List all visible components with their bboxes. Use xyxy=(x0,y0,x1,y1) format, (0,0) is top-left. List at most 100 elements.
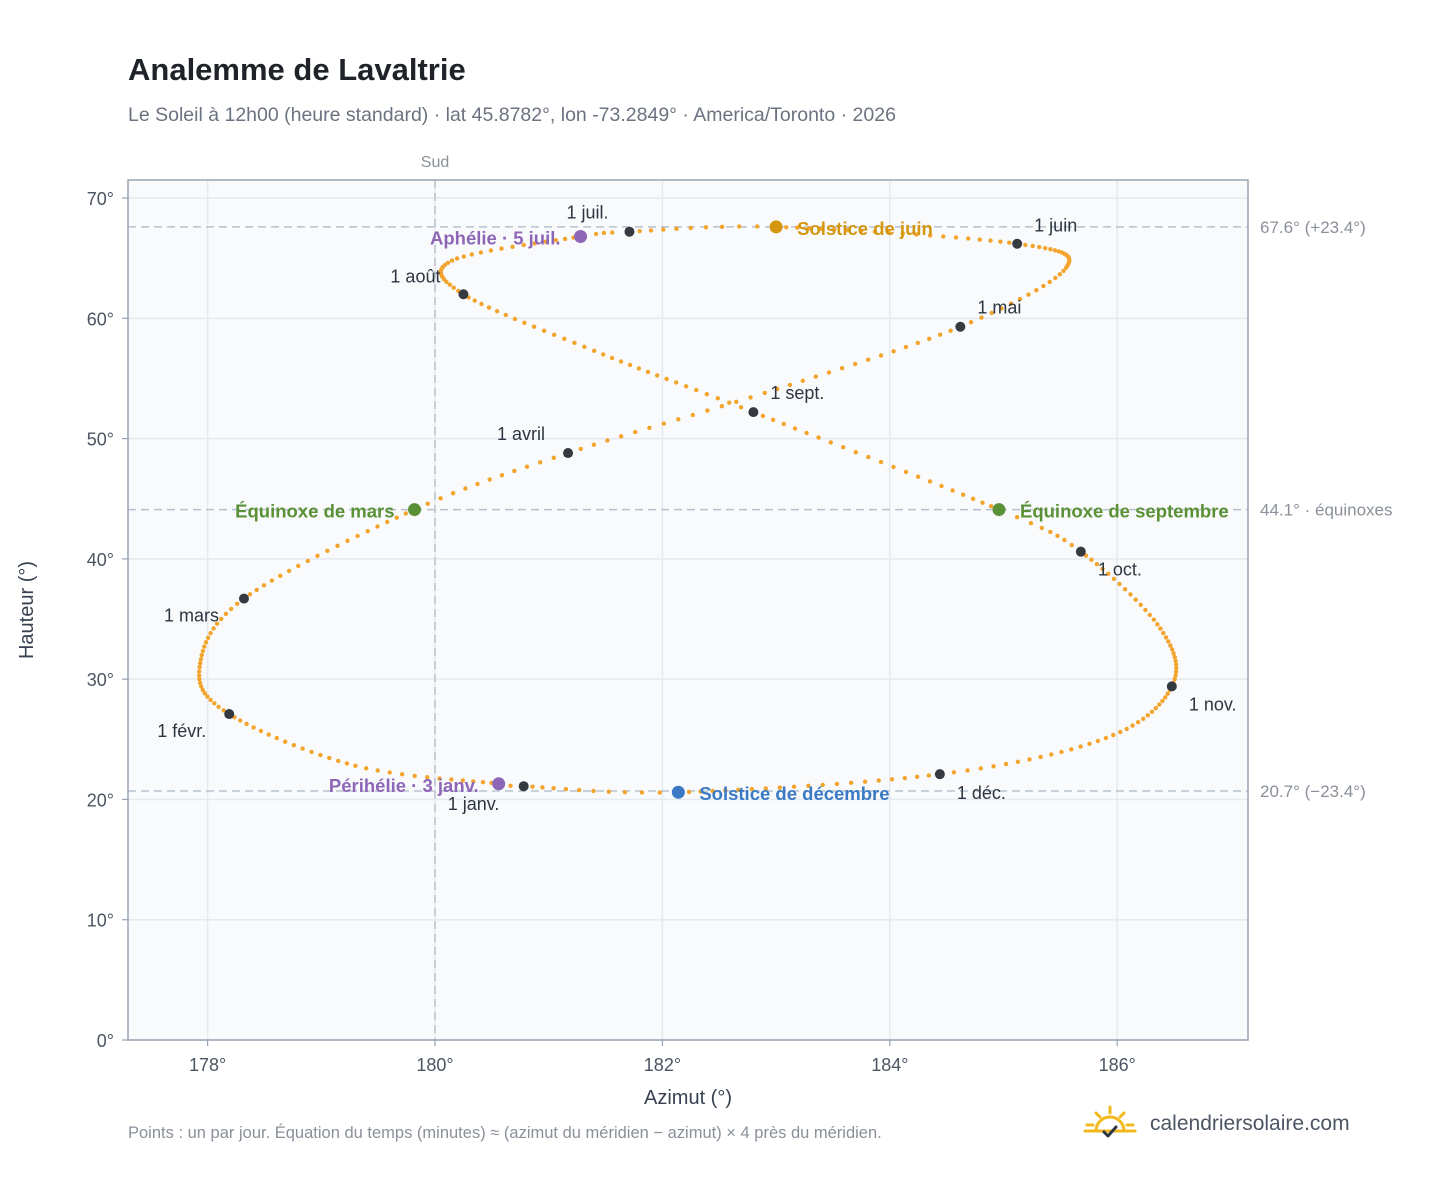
day-point xyxy=(927,479,933,484)
day-point xyxy=(296,563,301,569)
day-point xyxy=(449,258,455,263)
day-point xyxy=(1118,729,1123,735)
day-point xyxy=(953,235,959,240)
day-point xyxy=(979,315,984,320)
day-point xyxy=(1153,706,1159,711)
day-point xyxy=(221,708,226,713)
day-point xyxy=(1165,691,1170,696)
event-label: Périhélie · 3 janv. xyxy=(329,775,479,796)
day-point xyxy=(734,399,739,404)
day-point xyxy=(1089,557,1094,562)
day-point xyxy=(274,735,279,741)
day-point xyxy=(315,553,320,558)
day-point xyxy=(1043,246,1048,251)
day-point xyxy=(551,786,556,791)
day-point xyxy=(572,340,577,345)
day-point xyxy=(719,224,725,229)
day-point xyxy=(1172,655,1178,660)
day-point xyxy=(258,728,264,734)
day-point xyxy=(806,226,812,231)
day-point xyxy=(552,332,557,337)
day-point xyxy=(902,775,907,781)
day-point xyxy=(737,224,742,229)
day-point xyxy=(510,244,515,249)
day-point xyxy=(715,396,720,401)
day-point xyxy=(999,306,1004,311)
day-point xyxy=(674,226,679,231)
day-point xyxy=(710,788,715,794)
day-point xyxy=(488,248,494,253)
day-point xyxy=(219,616,224,622)
day-point xyxy=(375,768,380,773)
day-point xyxy=(763,786,768,791)
day-point xyxy=(247,592,253,597)
day-point xyxy=(610,230,615,235)
day-point xyxy=(627,362,633,368)
day-point xyxy=(820,782,825,788)
day-point xyxy=(269,578,275,583)
day-point xyxy=(205,635,211,640)
day-point xyxy=(866,357,871,362)
month-label: 1 févr. xyxy=(157,721,206,741)
day-point xyxy=(499,246,504,251)
day-point xyxy=(633,429,638,435)
day-point xyxy=(795,225,800,230)
day-point xyxy=(1163,635,1169,640)
day-point xyxy=(412,773,417,779)
day-point xyxy=(941,234,946,239)
x-tick-label: 182° xyxy=(644,1055,681,1075)
day-point xyxy=(601,230,607,236)
day-point xyxy=(479,301,484,307)
day-point xyxy=(503,312,508,318)
day-point xyxy=(749,786,755,792)
day-point xyxy=(1014,515,1020,520)
day-point xyxy=(197,664,202,670)
day-point xyxy=(1052,248,1058,253)
month-marker xyxy=(238,593,249,604)
day-point xyxy=(593,231,599,237)
day-point xyxy=(951,770,957,775)
day-point xyxy=(636,366,642,371)
month-marker xyxy=(748,407,759,418)
day-point xyxy=(300,746,305,751)
day-point xyxy=(1062,537,1067,543)
day-point xyxy=(770,417,776,422)
day-point xyxy=(463,486,468,491)
day-point xyxy=(800,378,805,383)
day-point xyxy=(914,232,919,237)
day-point xyxy=(437,776,442,781)
day-point xyxy=(438,496,443,501)
day-point xyxy=(878,353,884,358)
day-point xyxy=(970,496,976,501)
day-point xyxy=(1069,542,1075,548)
month-marker xyxy=(624,226,635,237)
day-point xyxy=(1143,607,1148,613)
day-point xyxy=(1003,761,1009,767)
day-point xyxy=(1053,275,1058,281)
day-point xyxy=(1095,738,1101,744)
month-label: 1 sept. xyxy=(770,383,824,403)
x-tick-label: 178° xyxy=(189,1055,226,1075)
month-label: 1 juin xyxy=(1034,216,1077,236)
event-label: Équinoxe de mars xyxy=(235,501,394,522)
day-point xyxy=(229,606,234,612)
day-point xyxy=(1173,673,1178,678)
day-point xyxy=(1103,735,1109,741)
brand[interactable]: calendriersolaire.com xyxy=(1082,1104,1350,1144)
day-point xyxy=(903,344,909,350)
day-point xyxy=(251,725,256,730)
day-point xyxy=(704,392,709,397)
day-point xyxy=(244,721,249,727)
day-point xyxy=(915,340,920,346)
month-marker xyxy=(1012,238,1023,249)
x-tick-label: 180° xyxy=(416,1055,453,1075)
day-point xyxy=(683,384,689,389)
day-point xyxy=(755,224,760,229)
day-point xyxy=(494,309,500,314)
day-point xyxy=(622,790,628,795)
day-point xyxy=(1173,658,1178,664)
day-point xyxy=(1023,242,1028,248)
y-tick-label: 0° xyxy=(97,1031,114,1051)
brand-name[interactable]: calendriersolaire.com xyxy=(1150,1112,1350,1135)
event-marker xyxy=(671,785,685,799)
